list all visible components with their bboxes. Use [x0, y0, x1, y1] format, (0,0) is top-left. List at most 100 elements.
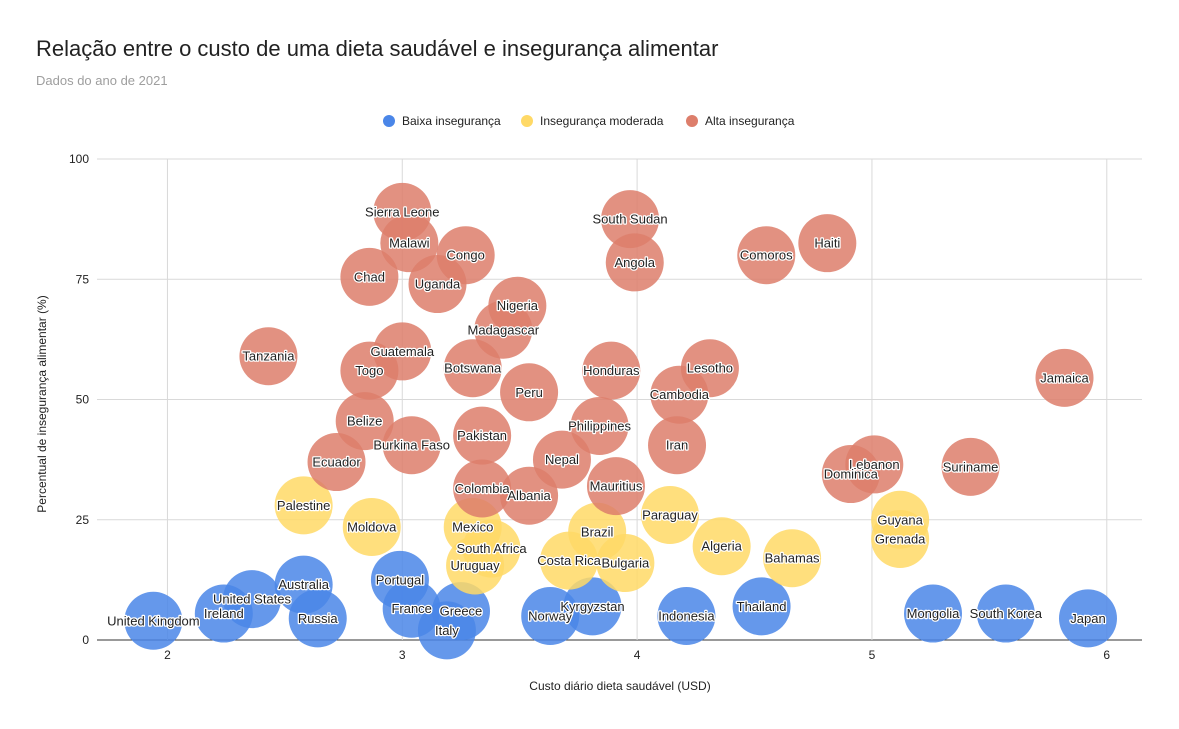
- bubble[interactable]: [941, 437, 1000, 496]
- bubble-label: Brazil: [581, 524, 614, 539]
- legend: Baixa insegurança Insegurança moderada Alt…: [383, 114, 795, 128]
- legend-marker: [686, 115, 698, 127]
- bubble[interactable]: [239, 327, 298, 386]
- bubble-label: United Kingdom: [107, 613, 200, 628]
- bubble[interactable]: [342, 497, 401, 556]
- x-tick-label: 4: [634, 648, 641, 662]
- legend-label: Baixa insegurança: [402, 114, 501, 128]
- bubble-label: France: [391, 601, 431, 616]
- chart-subtitle: Dados do ano de 2021: [36, 73, 168, 88]
- bubble[interactable]: [640, 485, 699, 544]
- bubble-label: Thailand: [737, 599, 787, 614]
- bubble[interactable]: [732, 577, 791, 636]
- bubble-label: South Africa: [456, 541, 527, 556]
- bubble[interactable]: [821, 445, 880, 504]
- bubble-label: Nepal: [545, 452, 579, 467]
- bubble[interactable]: [582, 341, 641, 400]
- legend-label: Alta insegurança: [705, 114, 795, 128]
- bubble[interactable]: [124, 591, 183, 650]
- bubble[interactable]: [657, 586, 716, 645]
- bubble-label: Honduras: [583, 363, 640, 378]
- bubble[interactable]: [798, 214, 857, 273]
- bubble-label: United States: [213, 592, 292, 607]
- x-tick-label: 3: [399, 648, 406, 662]
- bubble[interactable]: [976, 584, 1035, 643]
- bubble[interactable]: [340, 247, 399, 306]
- bubble-label: Australia: [278, 577, 329, 592]
- bubble[interactable]: [274, 476, 333, 535]
- bubble[interactable]: [453, 459, 512, 518]
- y-tick-label: 25: [76, 513, 90, 527]
- bubble-label: Madagascar: [467, 322, 539, 337]
- bubble[interactable]: [601, 190, 660, 249]
- bubble[interactable]: [408, 255, 467, 314]
- bubbles: [124, 182, 1117, 660]
- bubble-label: Mexico: [452, 519, 493, 534]
- bubble-label: Suriname: [943, 459, 999, 474]
- bubble-label: Japan: [1070, 611, 1105, 626]
- bubble[interactable]: [446, 536, 505, 595]
- chart-title: Relação entre o custo de uma dieta saudá…: [36, 36, 719, 61]
- bubble-label: Lesotho: [687, 361, 733, 376]
- bubble[interactable]: [380, 214, 439, 273]
- bubble-label: Indonesia: [658, 608, 715, 623]
- bubble[interactable]: [307, 433, 366, 492]
- bubble[interactable]: [596, 534, 655, 593]
- bubble-label: Palestine: [277, 498, 330, 513]
- bubble[interactable]: [570, 396, 629, 455]
- bubble[interactable]: [500, 466, 559, 525]
- bubble-label: Mauritius: [590, 479, 643, 494]
- bubble-label: Guatemala: [370, 344, 434, 359]
- bubble[interactable]: [453, 406, 512, 465]
- bubble[interactable]: [586, 457, 645, 516]
- bubble[interactable]: [222, 570, 281, 629]
- bubble-label: Haiti: [814, 236, 840, 251]
- bubble-label: Portugal: [376, 572, 425, 587]
- bubble-label: Russia: [298, 611, 339, 626]
- bubble[interactable]: [648, 416, 707, 475]
- bubble[interactable]: [288, 589, 347, 648]
- bubble[interactable]: [382, 416, 441, 475]
- bubble-label: Albania: [507, 488, 551, 503]
- bubble-label: Togo: [355, 363, 383, 378]
- bubble-label: Paraguay: [642, 507, 698, 522]
- bubble[interactable]: [563, 577, 622, 636]
- bubble[interactable]: [692, 517, 751, 576]
- bubble-label: Norway: [528, 608, 573, 623]
- bubble[interactable]: [763, 529, 822, 588]
- bubble[interactable]: [335, 392, 394, 451]
- bubble[interactable]: [417, 601, 476, 660]
- bubble-label: Grenada: [875, 531, 926, 546]
- bubble-label: Greece: [440, 604, 483, 619]
- bubble-label: South Korea: [970, 606, 1043, 621]
- x-tick-label: 6: [1103, 648, 1110, 662]
- bubble[interactable]: [605, 233, 664, 292]
- bubble[interactable]: [1058, 589, 1117, 648]
- bubble-label: Philippines: [568, 418, 631, 433]
- bubble-label: Peru: [515, 385, 542, 400]
- bubble[interactable]: [650, 365, 709, 424]
- y-axis-label: Percentual de insegurança alimentar (%): [35, 295, 49, 512]
- bubble-label: Uganda: [415, 277, 461, 292]
- bubble[interactable]: [737, 226, 796, 285]
- bubble[interactable]: [904, 584, 962, 643]
- bubble-label: Ecuador: [312, 455, 361, 470]
- bubble[interactable]: [340, 341, 399, 400]
- bubble[interactable]: [500, 363, 559, 422]
- bubble-label: Costa Rica: [537, 553, 601, 568]
- bubble[interactable]: [1035, 348, 1094, 407]
- y-tick-label: 0: [82, 633, 89, 647]
- bubble[interactable]: [443, 339, 502, 398]
- y-tick-label: 100: [69, 152, 89, 166]
- bubble-label: Iran: [666, 438, 688, 453]
- y-tick-label: 50: [76, 393, 90, 407]
- x-axis-label: Custo diário dieta saudável (USD): [529, 679, 710, 693]
- bubble-label: Chad: [354, 269, 385, 284]
- bubble-label: Kyrgyzstan: [560, 599, 624, 614]
- bubble-label: Pakistan: [457, 428, 507, 443]
- bubble-label: Sierra Leone: [365, 204, 439, 219]
- bubble[interactable]: [871, 509, 930, 568]
- legend-marker: [521, 115, 533, 127]
